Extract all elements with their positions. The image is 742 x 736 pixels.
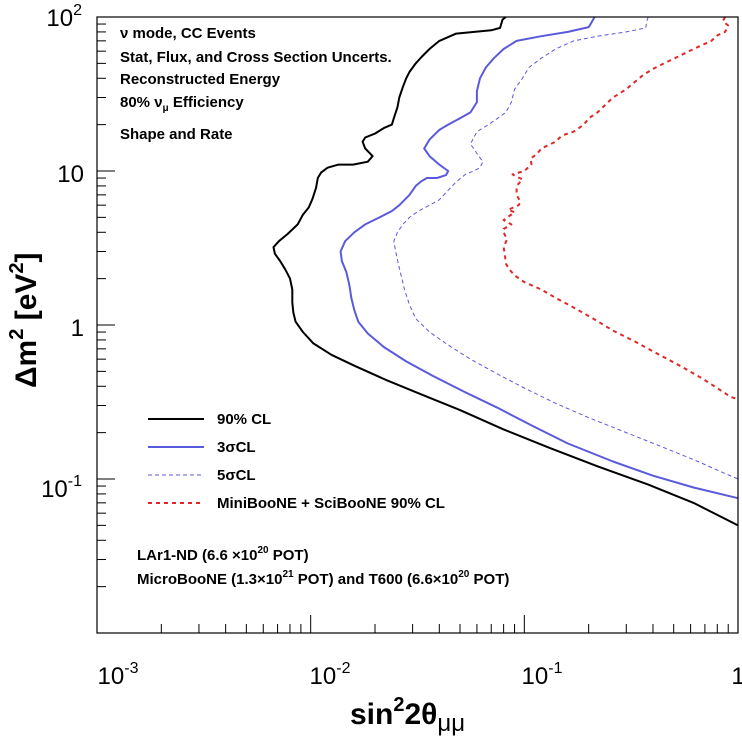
legend-label-90cl: 90% CL [217,411,271,428]
x-tick-label-1: 10-2 [310,660,351,690]
y-tick-label-0: 10-1 [41,473,82,503]
annotation-efficiency: 80% νμ Efficiency [120,94,244,114]
annotation-shape-rate: Shape and Rate [120,126,233,143]
x-tick-label-2: 10-1 [522,660,563,690]
y-tick-label-2: 10 [57,161,84,188]
annotation-microboone-t600: MicroBooNE (1.3×1021 POT) and T600 (6.6×… [137,569,509,588]
legend: 90% CL 3σCL 5σCL MiniBooNE + SciBooNE 90… [148,411,445,512]
legend-label-3sigma: 3σCL [217,439,256,456]
annotation-energy: Reconstructed Energy [120,71,281,88]
y-tick-label-3: 102 [46,2,82,32]
contour-curves [272,16,739,527]
contour-line-3 [502,16,739,401]
y-axis-title: Δm2 [eV2] [6,252,43,388]
annotation-uncertainties: Stat, Flux, and Cross Section Uncerts. [120,49,392,66]
x-axis-title: sin22θμμ [350,694,465,736]
legend-label-miniboone: MiniBooNE + SciBooNE 90% CL [217,495,445,512]
contour-line-2 [393,16,739,480]
contour-line-0 [272,16,739,527]
y-tick-label-1: 1 [71,315,84,342]
annotation-mode: ν mode, CC Events [120,25,256,42]
contour-line-1 [339,16,739,500]
x-tick-label-0: 10-3 [98,660,139,690]
axis-ticks [96,16,729,634]
legend-label-5sigma: 5σCL [217,467,256,484]
x-tick-label-3: 1 [731,663,742,690]
annotation-lar1nd: LAr1-ND (6.6 ×1020 POT) [137,545,309,564]
